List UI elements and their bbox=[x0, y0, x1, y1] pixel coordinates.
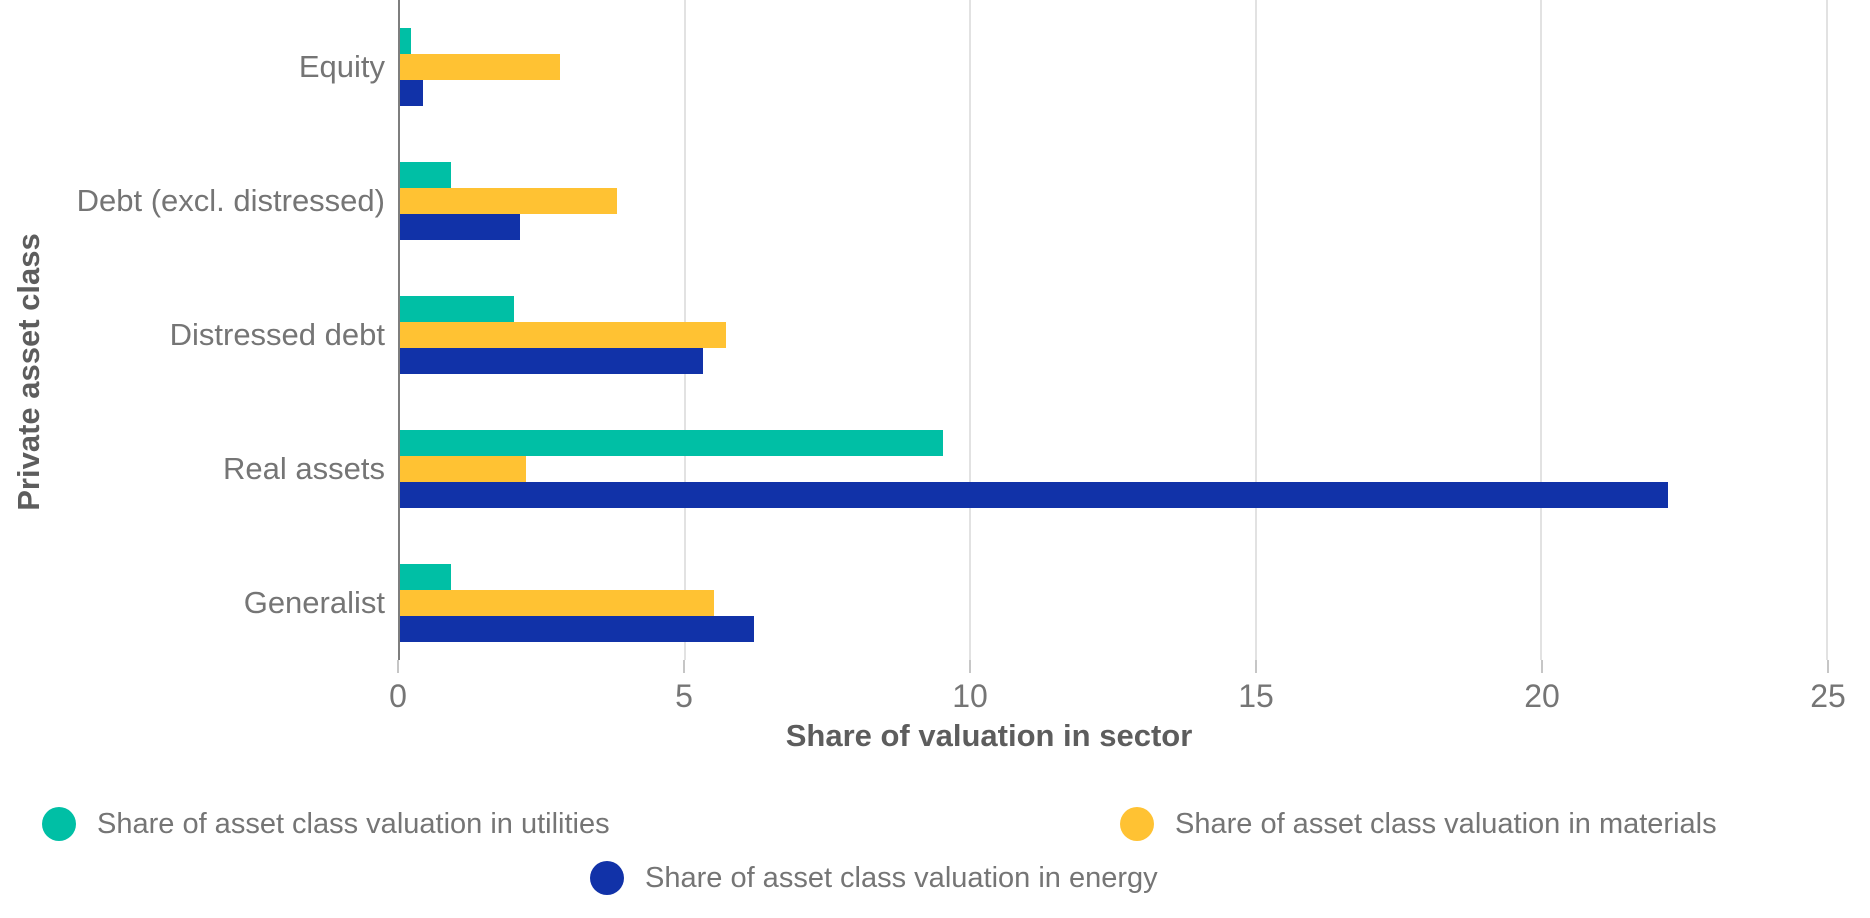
gridline-x-25 bbox=[1826, 0, 1828, 660]
x-tick-mark bbox=[1541, 660, 1543, 673]
legend-label: Share of asset class valuation in energy bbox=[645, 861, 1158, 894]
bar bbox=[400, 322, 726, 348]
bar-group bbox=[400, 162, 1828, 240]
x-tick-mark bbox=[397, 660, 399, 673]
x-axis-title: Share of valuation in sector bbox=[785, 718, 1193, 753]
bar bbox=[400, 28, 412, 54]
legend-item: Share of asset class valuation in energy bbox=[590, 858, 1158, 898]
legend-swatch-icon bbox=[1120, 807, 1154, 841]
category-label: Debt (excl. distressed) bbox=[76, 183, 385, 218]
legend-item: Share of asset class valuation in utilit… bbox=[42, 804, 610, 844]
bar bbox=[400, 430, 943, 456]
category-label: Equity bbox=[298, 49, 385, 84]
category-label: Generalist bbox=[243, 585, 385, 620]
x-tick-label: 5 bbox=[675, 678, 693, 714]
legend-swatch-icon bbox=[42, 807, 76, 841]
legend-label: Share of asset class valuation in utilit… bbox=[97, 807, 610, 840]
bar bbox=[400, 348, 703, 374]
x-tick-label: 15 bbox=[1238, 678, 1274, 714]
bar bbox=[400, 80, 423, 106]
gridline-x-10 bbox=[969, 0, 972, 660]
x-tick-label: 0 bbox=[389, 678, 407, 714]
plot-area bbox=[398, 0, 1828, 660]
bar bbox=[400, 590, 715, 616]
bar bbox=[400, 564, 452, 590]
bar-group bbox=[400, 564, 1828, 642]
x-tick-label: 25 bbox=[1810, 678, 1846, 714]
category-label: Distressed debt bbox=[169, 317, 385, 352]
x-tick-mark bbox=[1827, 660, 1829, 673]
x-tick-mark bbox=[1255, 660, 1257, 673]
legend-label: Share of asset class valuation in materi… bbox=[1175, 807, 1717, 840]
bar bbox=[400, 296, 515, 322]
x-tick-label: 20 bbox=[1524, 678, 1560, 714]
bar bbox=[400, 482, 1669, 508]
bar-group bbox=[400, 430, 1828, 508]
bar bbox=[400, 616, 755, 642]
x-tick-label: 10 bbox=[952, 678, 988, 714]
gridline-x-20 bbox=[1540, 0, 1543, 660]
bar-group bbox=[400, 296, 1828, 374]
x-tick-mark bbox=[969, 660, 971, 673]
bar bbox=[400, 456, 526, 482]
legend-swatch-icon bbox=[590, 861, 624, 895]
bar bbox=[400, 162, 452, 188]
legend-item: Share of asset class valuation in materi… bbox=[1120, 804, 1717, 844]
bar bbox=[400, 54, 560, 80]
bar bbox=[400, 214, 520, 240]
bar-group bbox=[400, 28, 1828, 106]
x-tick-mark bbox=[683, 660, 685, 673]
bar bbox=[400, 188, 618, 214]
gridline-x-15 bbox=[1254, 0, 1257, 660]
category-label: Real assets bbox=[223, 451, 385, 486]
